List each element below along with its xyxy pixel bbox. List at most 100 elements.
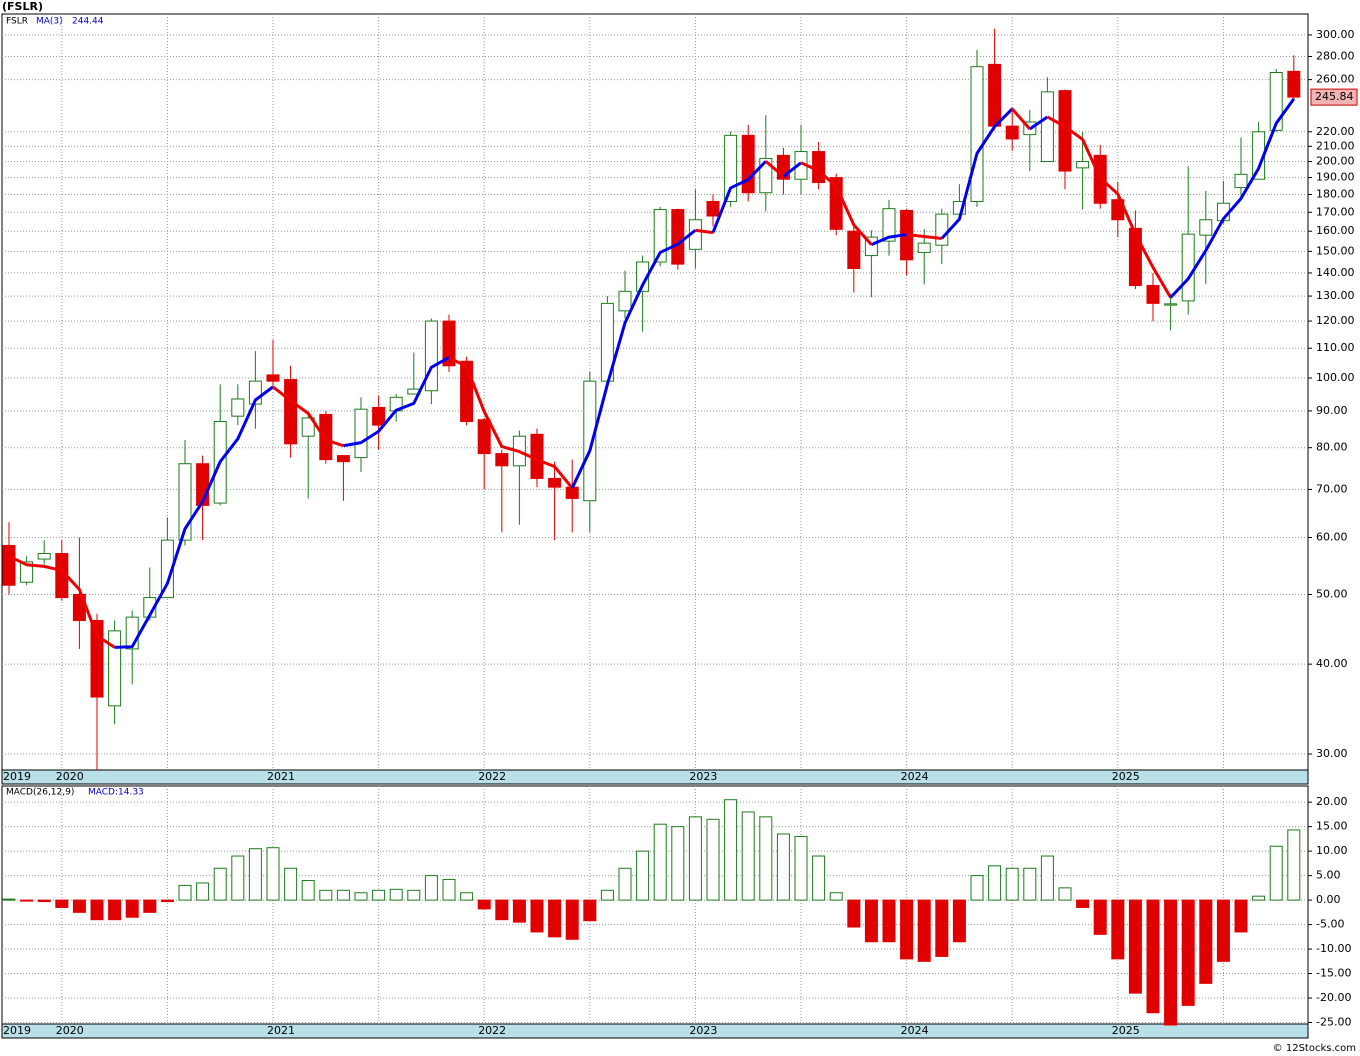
macd-bar xyxy=(477,899,491,910)
macd-bar xyxy=(1252,895,1266,901)
macd-bar xyxy=(196,882,210,901)
macd-bar xyxy=(1234,899,1248,933)
y-tick-label: 170.00 xyxy=(1316,205,1355,218)
y-tick-label: 300.00 xyxy=(1316,28,1355,41)
candle-body xyxy=(266,374,280,382)
candle-body xyxy=(1146,284,1160,304)
macd-bar xyxy=(864,899,878,943)
macd-title: MACD(26,12,9) xyxy=(6,788,74,798)
macd-bar xyxy=(600,889,614,901)
candle-body xyxy=(917,242,931,253)
y-tick-label: 200.00 xyxy=(1316,155,1355,168)
macd-bar xyxy=(1216,899,1230,962)
macd-bar xyxy=(90,899,104,921)
ma-line xyxy=(1046,115,1172,299)
macd-bar xyxy=(688,816,702,901)
y-tick-label: 15.00 xyxy=(1316,820,1348,833)
macd-bar xyxy=(2,898,16,901)
ma-line xyxy=(711,160,767,234)
y-tick-label: -25.00 xyxy=(1316,1016,1351,1029)
macd-bar xyxy=(55,899,69,908)
candle-body xyxy=(301,417,315,437)
macd-value-name: MACD: xyxy=(88,788,118,798)
legend-ma-value: 244.44 xyxy=(72,17,104,27)
x-tick-label: 2023 xyxy=(689,770,717,783)
ma-line xyxy=(1169,98,1296,299)
macd-bar xyxy=(724,799,738,901)
macd-bar xyxy=(812,855,826,901)
candle-body xyxy=(1164,303,1178,306)
x-tick-label: 2022 xyxy=(478,1024,506,1037)
macd-bar xyxy=(636,850,650,901)
candle-body xyxy=(2,544,16,586)
legend-symbol: FSLR xyxy=(6,17,28,27)
price-tag xyxy=(1310,88,1358,106)
macd-bar xyxy=(336,889,350,901)
candle-body xyxy=(882,208,896,242)
y-tick-label: 140.00 xyxy=(1316,266,1355,279)
candle-body xyxy=(442,320,456,367)
macd-bar xyxy=(970,875,984,901)
y-tick-label: 40.00 xyxy=(1316,657,1348,670)
macd-bar xyxy=(1076,899,1090,908)
x-tick-label: 2024 xyxy=(901,1024,929,1037)
macd-bar xyxy=(583,899,597,922)
candle-body xyxy=(372,406,386,426)
y-tick-label: 50.00 xyxy=(1316,587,1348,600)
x-tick-label: 2019 xyxy=(3,1024,31,1037)
x-tick-label: 2021 xyxy=(267,1024,295,1037)
macd-bar xyxy=(1005,867,1019,901)
candle-body xyxy=(970,66,984,202)
macd-bar xyxy=(20,899,34,902)
macd-bar xyxy=(530,899,544,933)
macd-bar xyxy=(1023,867,1037,901)
ma-line xyxy=(272,385,344,448)
candle-body xyxy=(90,620,104,698)
macd-bar xyxy=(1058,887,1072,901)
candle-body xyxy=(1076,161,1090,169)
macd-bar xyxy=(882,899,896,943)
macd-bar xyxy=(829,892,843,901)
candle-body xyxy=(1199,219,1213,236)
macd-bar xyxy=(248,848,262,901)
candle-body xyxy=(618,290,632,312)
chart-title: (FSLR) xyxy=(2,0,43,13)
macd-bar xyxy=(706,818,720,901)
candle-body xyxy=(812,151,826,184)
macd-bar xyxy=(1093,899,1107,935)
macd-bar xyxy=(407,889,421,901)
x-tick-label: 2025 xyxy=(1112,770,1140,783)
candle-body xyxy=(847,230,861,270)
macd-bar xyxy=(847,899,861,928)
y-tick-label: -5.00 xyxy=(1316,918,1344,931)
candle-body xyxy=(319,413,333,461)
macd-bar xyxy=(1199,899,1213,984)
y-tick-label: 160.00 xyxy=(1316,224,1355,237)
candle-body xyxy=(336,455,350,463)
candle-body xyxy=(495,453,509,467)
ma-line xyxy=(1028,115,1049,131)
candle-body xyxy=(706,200,720,217)
candle-body xyxy=(759,157,773,194)
date-band xyxy=(1,769,1309,785)
candle-body xyxy=(424,320,438,392)
y-tick-label: 10.00 xyxy=(1316,844,1348,857)
ma-line xyxy=(940,107,1014,240)
x-tick-label: 2025 xyxy=(1112,1024,1140,1037)
y-tick-label: 180.00 xyxy=(1316,187,1355,200)
macd-bar xyxy=(284,867,298,901)
y-tick-label: 120.00 xyxy=(1316,314,1355,327)
macd-bar xyxy=(108,899,122,921)
y-tick-label: -20.00 xyxy=(1316,991,1351,1004)
macd-bar xyxy=(935,899,949,957)
macd-bar xyxy=(37,899,51,903)
y-tick-label: 60.00 xyxy=(1316,531,1348,544)
x-tick-label: 2022 xyxy=(478,770,506,783)
macd-bar xyxy=(372,889,386,901)
y-tick-label: 0.00 xyxy=(1316,893,1341,906)
candle-body xyxy=(178,463,192,541)
macd-bar xyxy=(618,867,632,901)
macd-bar xyxy=(512,899,526,923)
candle-body xyxy=(1234,173,1248,189)
macd-bar xyxy=(1040,855,1054,901)
